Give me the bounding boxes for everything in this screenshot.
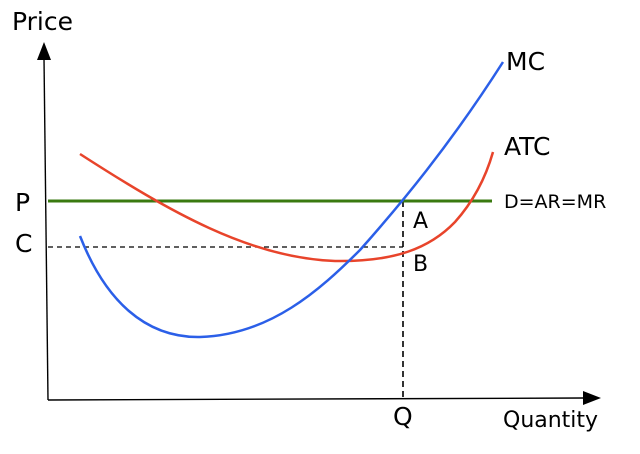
demand-label: D=AR=MR bbox=[504, 191, 606, 213]
mc-curve bbox=[78, 61, 505, 339]
quantity-tick-q: Q bbox=[393, 402, 413, 431]
point-a-label: A bbox=[413, 209, 428, 234]
atc-curve bbox=[79, 151, 495, 263]
price-tick-p: P bbox=[15, 188, 30, 217]
point-b-label: B bbox=[413, 252, 428, 277]
price-tick-c: C bbox=[15, 229, 32, 258]
mc-label: MC bbox=[506, 47, 545, 76]
x-axis bbox=[47, 397, 585, 401]
atc-label: ATC bbox=[504, 132, 550, 161]
y-axis bbox=[43, 57, 49, 401]
y-axis-label: Price bbox=[12, 7, 73, 36]
x-axis-label: Quantity bbox=[503, 408, 598, 433]
y-axis-arrow bbox=[37, 42, 51, 60]
x-axis-arrow bbox=[583, 391, 601, 405]
